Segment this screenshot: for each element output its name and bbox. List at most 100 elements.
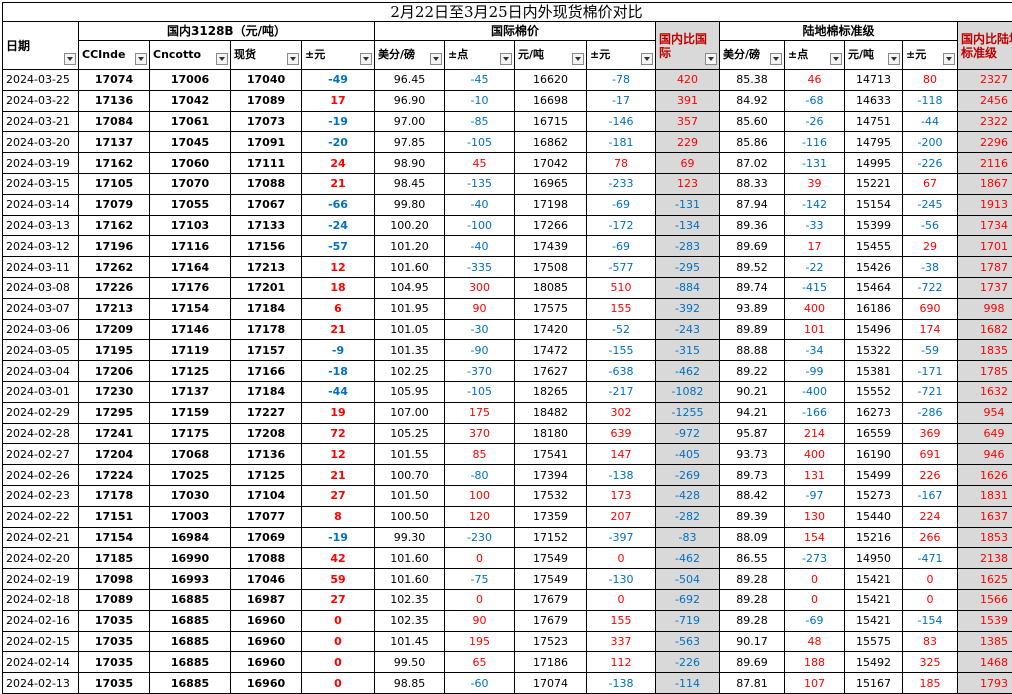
- table-cell[interactable]: -69: [587, 236, 656, 257]
- table-cell[interactable]: 130: [785, 506, 845, 527]
- table-cell[interactable]: 17070: [150, 173, 231, 194]
- table-cell[interactable]: 1468: [958, 652, 1012, 673]
- table-cell[interactable]: 2024-03-08: [3, 277, 79, 298]
- table-cell[interactable]: 369: [903, 423, 958, 444]
- table-cell[interactable]: -114: [656, 673, 720, 694]
- table-cell[interactable]: 17196: [79, 236, 150, 257]
- table-cell[interactable]: -116: [785, 132, 845, 153]
- table-cell[interactable]: 17116: [150, 236, 231, 257]
- table-cell[interactable]: 15421: [845, 589, 903, 610]
- header-domestic-vs-intl[interactable]: 国内比国际: [656, 22, 720, 70]
- table-cell[interactable]: 88.33: [720, 173, 785, 194]
- table-cell[interactable]: -17: [587, 90, 656, 111]
- table-cell[interactable]: 1701: [958, 236, 1012, 257]
- table-cell[interactable]: 17201: [231, 277, 302, 298]
- table-cell[interactable]: 16960: [231, 631, 302, 652]
- table-cell[interactable]: 17074: [79, 70, 150, 91]
- table-cell[interactable]: 2456: [958, 90, 1012, 111]
- table-cell[interactable]: -226: [903, 153, 958, 174]
- table-cell[interactable]: -1255: [656, 402, 720, 423]
- table-cell[interactable]: 17184: [231, 381, 302, 402]
- table-cell[interactable]: 17186: [515, 652, 587, 673]
- table-cell[interactable]: 105.95: [375, 381, 445, 402]
- filter-dropdown-icon[interactable]: [770, 53, 782, 65]
- table-cell[interactable]: -269: [656, 465, 720, 486]
- table-cell[interactable]: 88.42: [720, 485, 785, 506]
- table-cell[interactable]: -462: [656, 548, 720, 569]
- table-cell[interactable]: 17541: [515, 444, 587, 465]
- table-cell[interactable]: -400: [785, 381, 845, 402]
- table-cell[interactable]: 17227: [231, 402, 302, 423]
- table-cell[interactable]: 16885: [150, 589, 231, 610]
- table-cell[interactable]: 17003: [150, 506, 231, 527]
- table-cell[interactable]: 17089: [79, 589, 150, 610]
- table-cell[interactable]: 17105: [79, 173, 150, 194]
- table-cell[interactable]: -34: [785, 340, 845, 361]
- table-cell[interactable]: 2024-02-28: [3, 423, 79, 444]
- table-cell[interactable]: 16715: [515, 111, 587, 132]
- table-cell[interactable]: 98.45: [375, 173, 445, 194]
- table-cell[interactable]: 175: [445, 402, 515, 423]
- table-cell[interactable]: 16960: [231, 673, 302, 694]
- table-cell[interactable]: 99.80: [375, 194, 445, 215]
- table-cell[interactable]: 1787: [958, 257, 1012, 278]
- table-cell[interactable]: -226: [656, 652, 720, 673]
- table-cell[interactable]: 17152: [515, 527, 587, 548]
- table-cell[interactable]: -30: [445, 319, 515, 340]
- table-cell[interactable]: 1626: [958, 465, 1012, 486]
- table-cell[interactable]: 15399: [845, 215, 903, 236]
- table-cell[interactable]: -200: [903, 132, 958, 153]
- table-cell[interactable]: 17230: [79, 381, 150, 402]
- table-cell[interactable]: 195: [445, 631, 515, 652]
- table-cell[interactable]: -230: [445, 527, 515, 548]
- table-cell[interactable]: 2024-02-21: [3, 527, 79, 548]
- filter-dropdown-icon[interactable]: [216, 53, 228, 65]
- table-cell[interactable]: 89.74: [720, 277, 785, 298]
- table-cell[interactable]: -85: [445, 111, 515, 132]
- table-cell[interactable]: 17420: [515, 319, 587, 340]
- table-cell[interactable]: 17213: [79, 298, 150, 319]
- table-cell[interactable]: 16960: [231, 610, 302, 631]
- header-change-yuan-intl[interactable]: ±元: [587, 41, 656, 70]
- table-cell[interactable]: 12: [302, 257, 375, 278]
- table-cell[interactable]: 16960: [231, 652, 302, 673]
- table-cell[interactable]: 98.85: [375, 673, 445, 694]
- table-cell[interactable]: -243: [656, 319, 720, 340]
- table-cell[interactable]: 17295: [79, 402, 150, 423]
- table-cell[interactable]: 17084: [79, 111, 150, 132]
- table-cell[interactable]: 85.86: [720, 132, 785, 153]
- table-cell[interactable]: 17208: [231, 423, 302, 444]
- table-cell[interactable]: 87.81: [720, 673, 785, 694]
- table-cell[interactable]: 2024-03-04: [3, 361, 79, 382]
- table-cell[interactable]: -146: [587, 111, 656, 132]
- table-cell[interactable]: 101.95: [375, 298, 445, 319]
- table-cell[interactable]: 214: [785, 423, 845, 444]
- table-cell[interactable]: 104.95: [375, 277, 445, 298]
- table-cell[interactable]: 17046: [231, 569, 302, 590]
- table-cell[interactable]: -69: [785, 610, 845, 631]
- table-cell[interactable]: 15552: [845, 381, 903, 402]
- table-cell[interactable]: 14751: [845, 111, 903, 132]
- table-cell[interactable]: 102.35: [375, 589, 445, 610]
- table-cell[interactable]: 0: [587, 548, 656, 569]
- table-cell[interactable]: 18482: [515, 402, 587, 423]
- table-cell[interactable]: 17073: [231, 111, 302, 132]
- table-cell[interactable]: 101: [785, 319, 845, 340]
- table-cell[interactable]: 98.90: [375, 153, 445, 174]
- table-cell[interactable]: 123: [656, 173, 720, 194]
- table-cell[interactable]: 101.60: [375, 257, 445, 278]
- table-cell[interactable]: -90: [445, 340, 515, 361]
- filter-dropdown-icon[interactable]: [830, 53, 842, 65]
- table-cell[interactable]: 17151: [79, 506, 150, 527]
- table-cell[interactable]: 99.50: [375, 652, 445, 673]
- table-cell[interactable]: 946: [958, 444, 1012, 465]
- table-cell[interactable]: 17185: [79, 548, 150, 569]
- table-cell[interactable]: 42: [302, 548, 375, 569]
- table-cell[interactable]: 94.21: [720, 402, 785, 423]
- table-cell[interactable]: 17035: [79, 631, 150, 652]
- header-land-change-points[interactable]: ±点: [785, 41, 845, 70]
- table-cell[interactable]: 17575: [515, 298, 587, 319]
- table-cell[interactable]: -40: [445, 194, 515, 215]
- table-cell[interactable]: 12: [302, 444, 375, 465]
- header-change-yuan[interactable]: ±元: [302, 41, 375, 70]
